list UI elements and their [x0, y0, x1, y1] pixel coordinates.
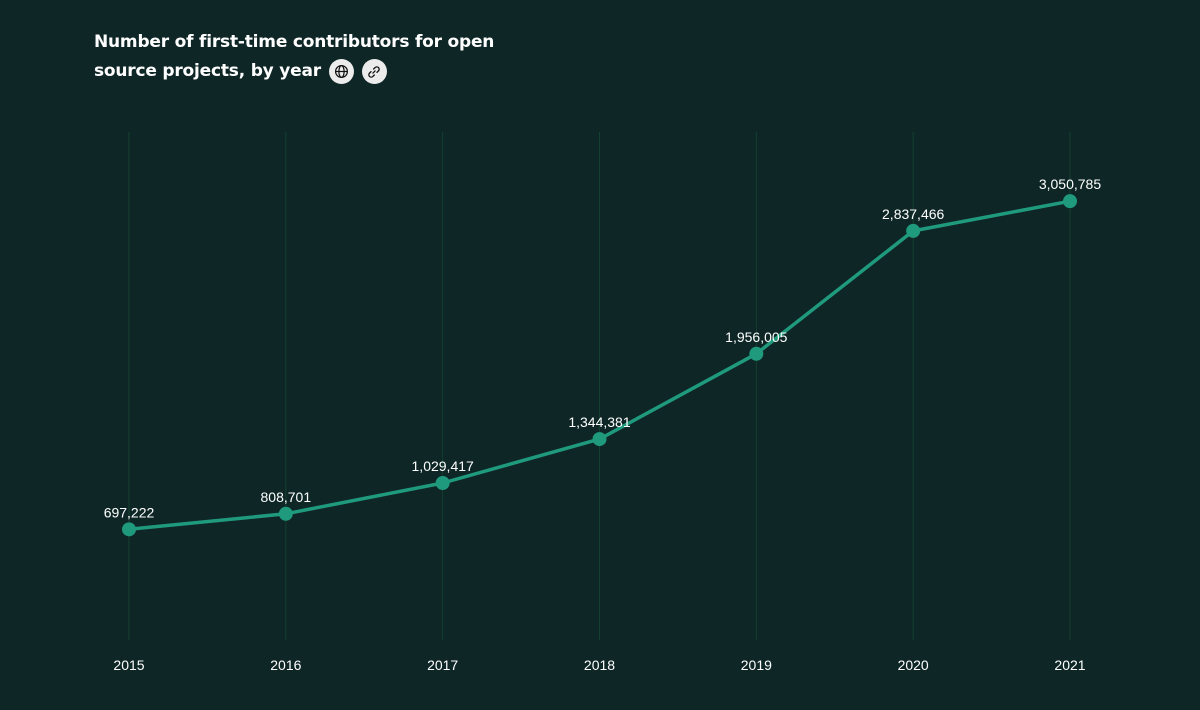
- x-tick-label-2019: 2019: [741, 657, 772, 673]
- chart-title-line-2: source projects, by year: [94, 61, 321, 81]
- data-point-2018[interactable]: [592, 432, 607, 447]
- data-label-2015: 697,222: [104, 504, 155, 520]
- data-label-2019: 1,956,005: [725, 329, 787, 345]
- chart-title-line-1: Number of first-time contributors for op…: [94, 32, 495, 52]
- data-label-2020: 2,837,466: [882, 206, 944, 222]
- data-point-2016[interactable]: [278, 506, 293, 521]
- x-tick-label-2016: 2016: [270, 657, 301, 673]
- data-points: 697,222 808,701 1,029,417 1,344,381 1,956,00…: [104, 176, 1101, 537]
- x-tick-label-2015: 2015: [113, 657, 144, 673]
- data-point-2020[interactable]: [906, 223, 921, 238]
- data-label-2016: 808,701: [261, 489, 312, 505]
- data-label-2018: 1,344,381: [568, 414, 630, 430]
- x-tick-label-2020: 2020: [898, 657, 929, 673]
- chart-title-line-2-row: source projects, by year: [94, 57, 514, 86]
- x-tick-label-2021: 2021: [1054, 657, 1085, 673]
- data-label-2021: 3,050,785: [1039, 176, 1101, 192]
- gridlines: [128, 132, 1071, 640]
- data-point-2015[interactable]: [122, 522, 136, 537]
- globe-icon[interactable]: [328, 59, 354, 84]
- data-label-2017: 1,029,417: [412, 458, 474, 474]
- data-point-2019[interactable]: [749, 346, 764, 361]
- data-point-2021[interactable]: [1063, 194, 1077, 209]
- data-point-2017[interactable]: [435, 475, 450, 490]
- x-axis-ticks: 2015 2016 2017 2018 2019 2020 2021: [113, 657, 1085, 673]
- chart-title: Number of first-time contributors for op…: [94, 28, 514, 86]
- x-tick-label-2017: 2017: [427, 657, 458, 673]
- x-tick-label-2018: 2018: [584, 657, 615, 673]
- link-icon[interactable]: [361, 59, 387, 84]
